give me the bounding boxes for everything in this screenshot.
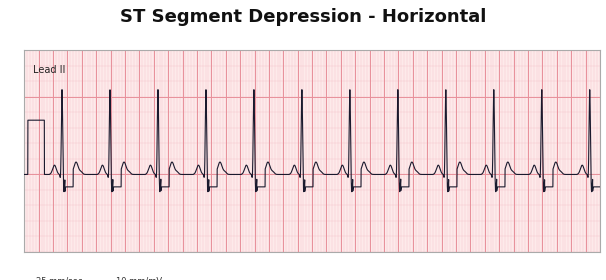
Text: Lead II: Lead II: [33, 64, 65, 74]
Text: 10 mm/mV: 10 mm/mV: [116, 276, 162, 280]
Text: 25 mm/sec: 25 mm/sec: [36, 276, 82, 280]
Text: ST Segment Depression - Horizontal: ST Segment Depression - Horizontal: [120, 8, 486, 26]
